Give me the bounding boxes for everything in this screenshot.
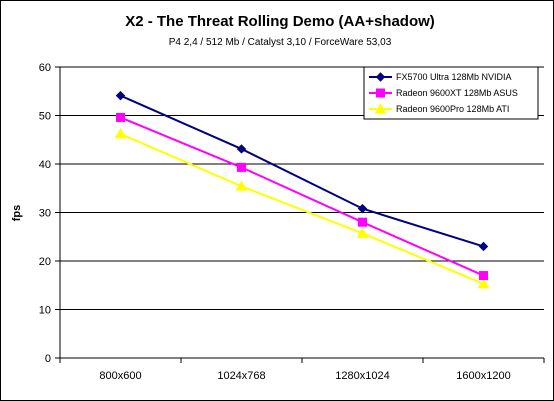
data-point-triangle xyxy=(235,180,248,191)
data-point-square xyxy=(358,217,367,227)
y-tick-label: 40 xyxy=(39,159,51,171)
legend-entry-label: Radeon 9600Pro 128Mb ATI xyxy=(396,104,509,114)
data-point-square xyxy=(376,88,385,98)
x-tick-label: 800x600 xyxy=(99,370,141,382)
data-point-triangle xyxy=(114,127,127,139)
series-line xyxy=(120,133,484,285)
chart-title: X2 - The Threat Rolling Demo (AA+shadow) xyxy=(125,13,435,30)
data-point-square xyxy=(237,162,246,172)
data-point-square xyxy=(479,271,488,281)
y-tick-label: 0 xyxy=(45,353,51,365)
data-point-diamond xyxy=(478,241,489,252)
y-tick-label: 20 xyxy=(39,256,51,268)
data-point-diamond xyxy=(115,90,126,101)
y-tick-label: 50 xyxy=(39,111,51,123)
legend-entry-label: Radeon 9600XT 128Mb ASUS xyxy=(396,88,518,98)
data-point-square xyxy=(116,112,125,122)
y-tick-label: 10 xyxy=(39,305,51,317)
y-tick-label: 60 xyxy=(39,62,51,74)
data-point-diamond xyxy=(236,144,247,154)
x-tick-label: 1024x768 xyxy=(217,370,265,382)
legend-entry-label: FX5700 Ultra 128Mb NVIDIA xyxy=(396,72,512,82)
x-tick-label: 1600x1200 xyxy=(456,370,510,382)
data-point-diamond xyxy=(357,203,368,214)
data-point-triangle xyxy=(374,102,387,114)
y-axis-label: fps xyxy=(11,205,23,222)
data-point-triangle xyxy=(356,227,369,238)
y-tick-label: 30 xyxy=(39,208,51,220)
data-point-triangle xyxy=(477,277,490,289)
series-line xyxy=(120,94,484,248)
x-tick-label: 1280x1024 xyxy=(335,370,389,382)
legend-box xyxy=(363,66,539,120)
series-line xyxy=(120,116,484,277)
data-point-diamond xyxy=(375,72,386,82)
chart-subtitle: P4 2,4 / 512 Mb / Catalyst 3,10 / ForceW… xyxy=(169,37,392,48)
